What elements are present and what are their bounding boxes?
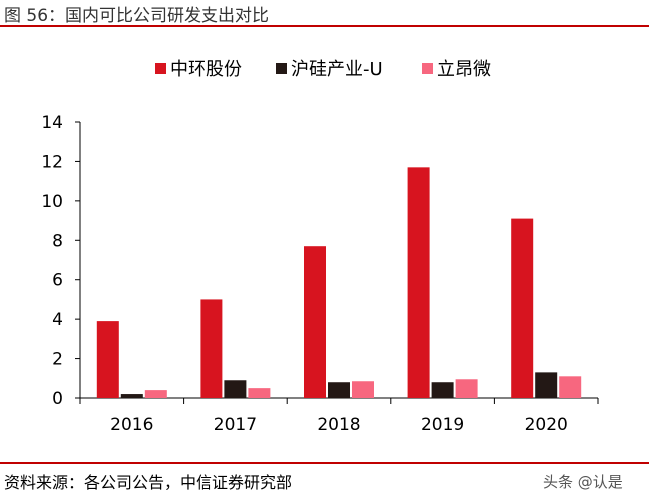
bar-2016-s1 <box>120 394 143 398</box>
bar-2018-s0 <box>304 246 326 398</box>
bar-2019-s0 <box>407 167 430 398</box>
bar-2020-s2 <box>559 376 582 398</box>
bar-2016-s2 <box>144 390 167 398</box>
y-tick-label: 14 <box>41 113 63 133</box>
chart-legend: 中环股份 沪硅产业-U 立昂微 <box>155 59 491 80</box>
legend-swatch <box>155 63 166 74</box>
legend-label: 沪硅产业-U <box>291 59 383 80</box>
bar-2019-s2 <box>455 379 478 398</box>
figure-title: 图 56：国内可比公司研发支出对比 <box>4 6 270 26</box>
x-tick-label: 2017 <box>214 415 257 435</box>
bar-2017-s1 <box>224 380 247 398</box>
y-tick-label: 10 <box>41 192 63 212</box>
y-tick-label: 4 <box>52 310 63 330</box>
bottom-divider <box>0 462 649 464</box>
bar-2017-s2 <box>248 388 271 398</box>
x-tick-label: 2019 <box>421 415 464 435</box>
top-divider <box>0 25 649 27</box>
chart-axes: 0 2 4 6 8 10 12 14 2016 2017 2018 2019 2020 <box>41 113 599 435</box>
legend-label: 中环股份 <box>170 59 242 80</box>
x-tick-label: 2020 <box>525 415 568 435</box>
bar-2016-s0 <box>96 321 119 398</box>
source-note: 资料来源：各公司公告，中信证券研究部 <box>4 473 293 492</box>
y-tick-label: 12 <box>41 152 63 172</box>
y-tick-label: 0 <box>52 389 63 409</box>
x-tick-label: 2018 <box>317 415 360 435</box>
chart-bars <box>96 167 582 398</box>
legend-label: 立昂微 <box>437 59 491 80</box>
bar-2017-s0 <box>200 299 223 398</box>
watermark: 头条 @认是 <box>543 473 623 491</box>
y-tick-label: 6 <box>52 271 63 291</box>
bar-2018-s1 <box>328 382 350 398</box>
legend-swatch <box>276 63 287 74</box>
bar-2018-s2 <box>352 381 374 398</box>
legend-swatch <box>422 63 433 74</box>
bar-2020-s1 <box>535 372 558 398</box>
bar-2019-s1 <box>431 382 454 398</box>
bar-2020-s0 <box>511 218 534 398</box>
x-tick-label: 2016 <box>110 415 153 435</box>
y-tick-label: 8 <box>52 231 63 251</box>
y-tick-label: 2 <box>52 350 63 370</box>
